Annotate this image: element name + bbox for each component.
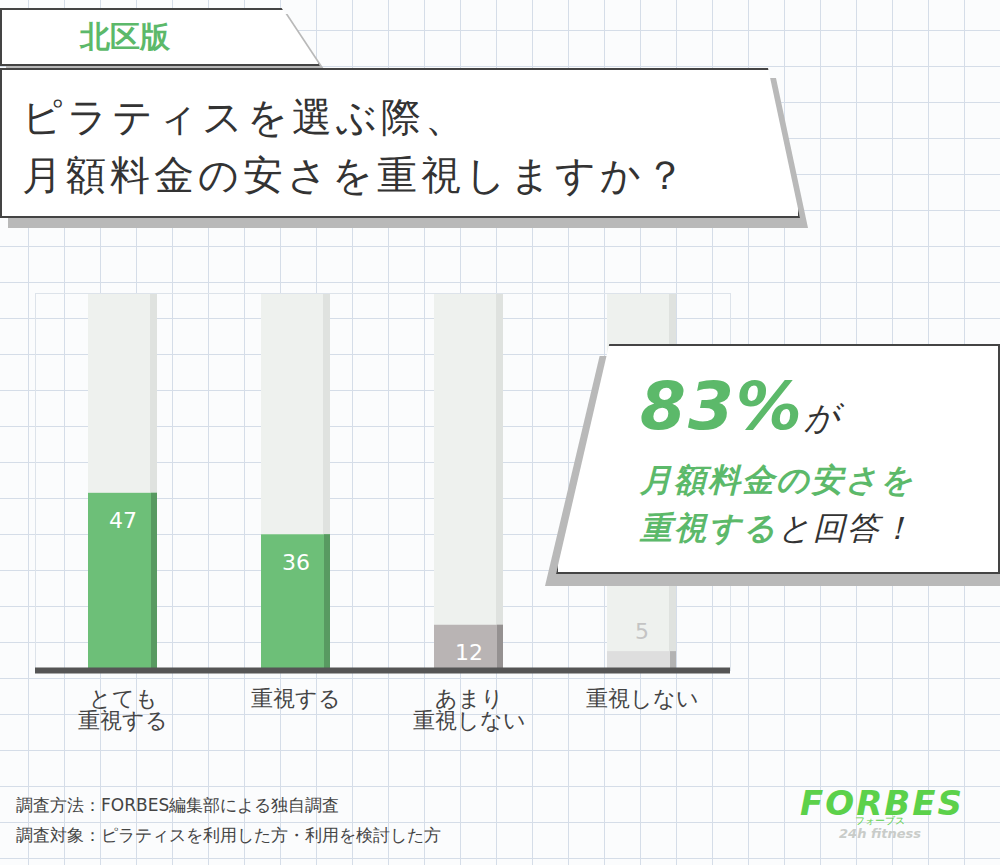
- svg-text:12: 12: [455, 640, 483, 665]
- svg-text:重視する: 重視する: [251, 686, 341, 711]
- html-text:調査方法：FORBES編集部による独自調査: 調査方法：FORBES編集部による独自調査: [16, 795, 340, 815]
- html-text:重視すると回答！: 重視すると回答！: [640, 509, 915, 547]
- svg-text:とても重視する: とても重視する: [78, 686, 168, 733]
- svg-text:重視しない: 重視しない: [586, 686, 699, 711]
- svg-text:36: 36: [282, 550, 310, 575]
- svg-text:5: 5: [635, 619, 649, 644]
- svg-text:あまり重視しない: あまり重視しない: [413, 686, 526, 733]
- svg-text:47: 47: [109, 508, 137, 533]
- html-text:調査対象：ピラティスを利用した方・利用を検討した方: 調査対象：ピラティスを利用した方・利用を検討した方: [16, 825, 441, 845]
- html-text:北区版: 北区版: [80, 19, 170, 54]
- html-text:月額料金の安さを: 月額料金の安さを: [640, 461, 915, 499]
- html-text:FORBES: FORBES: [800, 783, 964, 823]
- html-text:83%が: 83%が: [640, 368, 841, 445]
- html-text:フォーブス: フォーブス: [855, 815, 905, 826]
- html-text:ピラティスを選ぶ際、 月額料金の安さを重視しますか？: ピラティスを選ぶ際、 月額料金の安さを重視しますか？: [22, 94, 689, 198]
- html-text:24h fitness: 24h fitness: [839, 826, 921, 841]
